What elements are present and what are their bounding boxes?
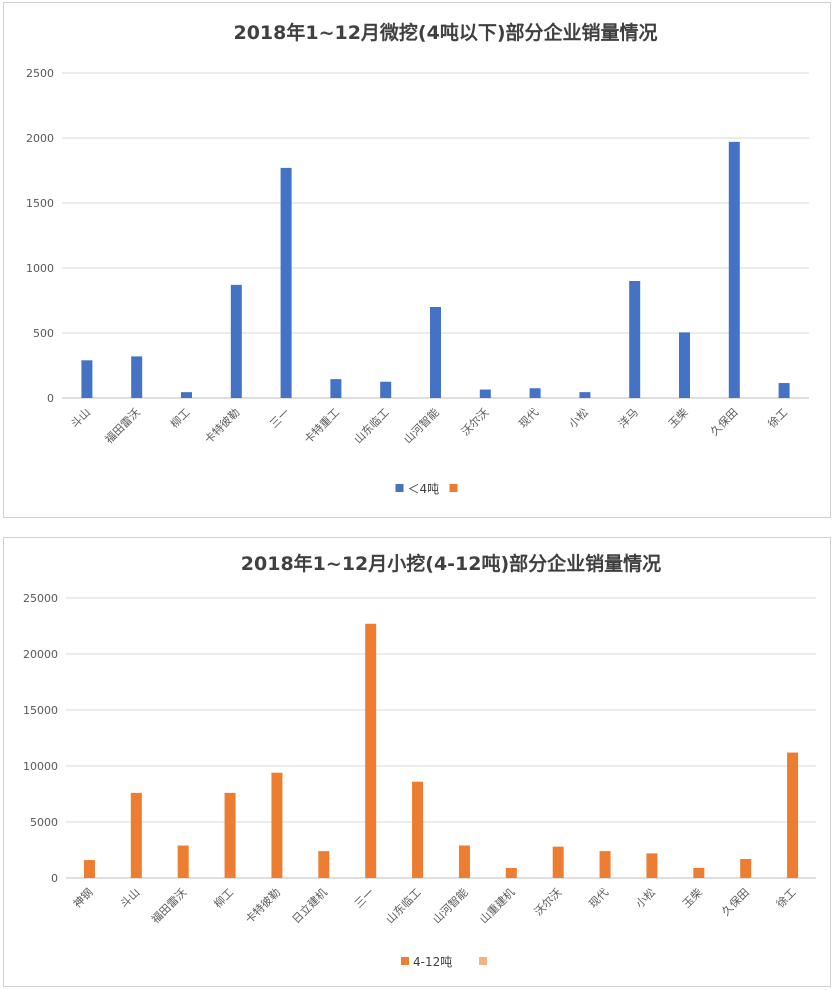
- x-category-label: 卡特重工: [301, 405, 342, 446]
- y-tick-label: 0: [47, 392, 54, 405]
- bar-小松: [646, 853, 658, 878]
- x-category-label: 福田雷沃: [148, 885, 189, 926]
- bar-沃尔沃: [479, 389, 491, 398]
- bar-卡特彼勒: [230, 284, 242, 398]
- bar-久保田: [740, 858, 752, 878]
- x-category-label: 斗山: [68, 406, 93, 431]
- y-tick-label: 20000: [23, 648, 58, 661]
- y-tick-label: 1000: [26, 262, 54, 275]
- legend-label: 4-12吨: [413, 955, 452, 969]
- chart-small-excavator: 2018年1~12月小挖(4-12吨)部分企业销量情况 0 5000 10000 150…: [23, 552, 816, 969]
- bar-神钢: [83, 860, 95, 878]
- y-tick-label: 2500: [26, 67, 54, 80]
- x-category-label: 日立建机: [289, 885, 330, 926]
- y-tick-label: 2000: [26, 132, 54, 145]
- x-category-label: 玉柴: [665, 405, 690, 430]
- y-tick-label: 10000: [23, 760, 58, 773]
- x-category-label: 现代: [516, 406, 541, 431]
- y-tick-label: 1500: [26, 197, 54, 210]
- chart-panel-micro-excavator: 2018年1~12月微挖(4吨以下)部分企业销量情况 0 500 1000 1500 20…: [3, 2, 831, 518]
- x-category-label: 沃尔沃: [459, 406, 492, 439]
- x-category-label: 卡特彼勒: [201, 405, 242, 446]
- x-category-label: 柳工: [211, 885, 236, 910]
- y-tick-label: 25000: [23, 592, 58, 605]
- chart-title: 2018年1~12月微挖(4吨以下)部分企业销量情况: [233, 21, 657, 44]
- x-category-label: 玉柴: [679, 885, 704, 910]
- legend: 4-12吨: [401, 955, 487, 969]
- bar-山重建机: [505, 867, 517, 878]
- x-category-label: 沃尔沃: [532, 886, 565, 919]
- legend-swatch: [395, 484, 404, 492]
- legend-swatch: [449, 484, 458, 492]
- bar-日立建机: [318, 851, 330, 878]
- bar-福田雷沃: [177, 845, 189, 878]
- x-category-label: 久保田: [719, 885, 752, 918]
- bar-柳工: [181, 392, 192, 398]
- bar-山东临工: [412, 781, 424, 878]
- y-tick-label: 15000: [23, 704, 58, 717]
- bar-福田雷沃: [131, 356, 143, 398]
- x-category-label: 神钢: [70, 885, 95, 910]
- bar-现代: [529, 388, 541, 398]
- bar-三一: [280, 167, 292, 398]
- chart-micro-excavator: 2018年1~12月微挖(4吨以下)部分企业销量情况 0 500 1000 1500 20…: [26, 21, 809, 496]
- bar-柳工: [224, 792, 236, 878]
- bar-山东临工: [380, 381, 392, 398]
- y-tick-label: 500: [33, 327, 54, 340]
- x-category-label: 小松: [633, 885, 658, 910]
- y-tick-label: 5000: [30, 816, 58, 829]
- bar-斗山: [130, 792, 142, 878]
- x-category-label: 山重建机: [476, 885, 517, 926]
- x-category-label: 徐工: [765, 405, 790, 430]
- bar-小松: [579, 392, 591, 398]
- x-category-label: 小松: [566, 405, 591, 430]
- bar-玉柴: [693, 867, 705, 878]
- y-tick-label: 0: [51, 872, 58, 885]
- legend: ＜4吨: [395, 482, 458, 496]
- bar-沃尔沃: [552, 846, 564, 878]
- x-category-label: 山东临工: [351, 405, 392, 446]
- bar-玉柴: [679, 332, 690, 398]
- x-category-label: 洋马: [615, 405, 640, 430]
- x-category-label: 徐工: [773, 885, 798, 910]
- bar-徐工: [787, 752, 799, 878]
- legend-swatch: [401, 957, 409, 965]
- x-category-label: 卡特彼勒: [242, 885, 283, 926]
- chart-title: 2018年1~12月小挖(4-12吨)部分企业销量情况: [241, 552, 661, 575]
- bar-山河智能: [458, 845, 470, 878]
- legend-label: ＜4吨: [408, 482, 440, 496]
- x-category-label: 山河智能: [430, 885, 471, 926]
- bar-徐工: [778, 383, 790, 398]
- x-category-label: 三一: [352, 886, 377, 911]
- bar-斗山: [81, 360, 93, 398]
- x-category-label: 柳工: [167, 405, 192, 430]
- x-category-label: 福田雷沃: [102, 405, 143, 446]
- x-category-label: 斗山: [118, 886, 143, 911]
- x-category-label: 山东临工: [383, 885, 424, 926]
- legend-swatch: [479, 957, 487, 965]
- x-category-label: 三一: [267, 406, 292, 431]
- bar-三一: [365, 623, 377, 878]
- x-category-label: 久保田: [707, 405, 740, 438]
- bar-久保田: [728, 141, 740, 398]
- x-category-label: 现代: [586, 886, 611, 911]
- bar-洋马: [629, 281, 641, 398]
- bar-现代: [599, 851, 611, 878]
- bar-卡特重工: [330, 379, 342, 398]
- bar-山河智能: [430, 307, 441, 398]
- x-category-label: 山河智能: [401, 405, 442, 446]
- chart-panel-small-excavator: 2018年1~12月小挖(4-12吨)部分企业销量情况 0 5000 10000 150…: [3, 537, 831, 987]
- bar-卡特彼勒: [271, 772, 283, 878]
